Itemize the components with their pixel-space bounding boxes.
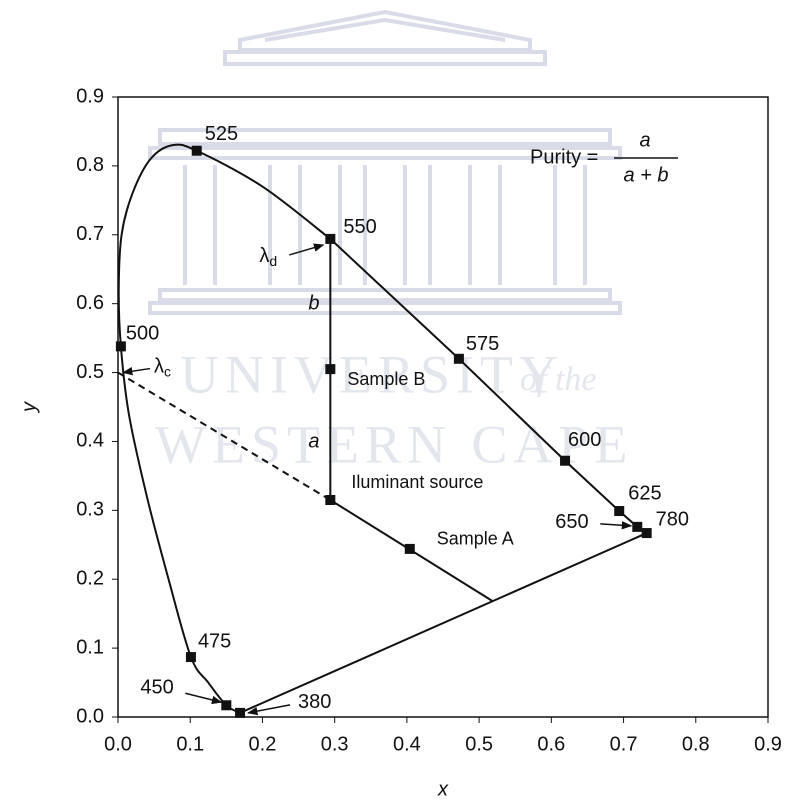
- point-marker: [454, 354, 464, 364]
- point-marker: [192, 146, 202, 156]
- point-marker: [235, 708, 245, 718]
- segment-label: b: [308, 292, 319, 314]
- y-tick-label: 0.6: [76, 292, 104, 314]
- point-marker: [614, 506, 624, 516]
- x-tick-label: 0.0: [104, 733, 132, 755]
- segment-label: a: [308, 430, 319, 452]
- x-tick-label: 0.1: [176, 733, 204, 755]
- x-tick-label: 0.7: [610, 733, 638, 755]
- lambda-d-symbol: λ: [259, 245, 269, 267]
- point-label: Sample B: [347, 369, 425, 389]
- x-tick-label: 0.6: [537, 733, 565, 755]
- x-tick-label: 0.3: [321, 733, 349, 755]
- point-marker: [186, 652, 196, 662]
- point-label: 600: [568, 429, 601, 451]
- point-label: 380: [298, 691, 331, 713]
- point-marker: [325, 234, 335, 244]
- point-marker: [325, 495, 335, 505]
- y-tick-label: 0.8: [76, 154, 104, 176]
- point-label: Iluminant source: [351, 472, 483, 492]
- y-tick-label: 0.4: [76, 430, 104, 452]
- point-marker: [642, 528, 652, 538]
- point-label: 575: [466, 333, 499, 355]
- formula-denominator: a + b: [623, 164, 668, 186]
- point-label: 525: [205, 123, 238, 145]
- formula-lhs: Purity =: [530, 146, 598, 168]
- point-marker: [405, 544, 415, 554]
- point-label: 450: [140, 677, 173, 699]
- point-label: 550: [343, 216, 376, 238]
- page: {"chart_data": { "type": "scatter", "xla…: [0, 0, 786, 805]
- arrow: [185, 693, 221, 702]
- point-label: 475: [198, 630, 231, 652]
- y-tick-label: 0.9: [76, 85, 104, 107]
- arrow: [123, 369, 150, 373]
- formula-numerator: a: [639, 129, 650, 151]
- arrow: [600, 524, 631, 526]
- x-tick-label: 0.9: [754, 733, 782, 755]
- lambda-c-sub: c: [164, 363, 171, 379]
- lambda-d-sub: d: [269, 253, 277, 269]
- y-tick-label: 0.7: [76, 223, 104, 245]
- point-label: 650: [555, 511, 588, 533]
- y-tick-label: 0.3: [76, 499, 104, 521]
- point-marker: [632, 522, 642, 532]
- x-tick-label: 0.4: [393, 733, 421, 755]
- x-axis-label: x: [437, 778, 449, 800]
- y-tick-label: 0.1: [76, 636, 104, 658]
- x-tick-label: 0.8: [682, 733, 710, 755]
- lambda-d: λd: [259, 245, 277, 268]
- arrow: [289, 245, 323, 255]
- point-marker: [116, 341, 126, 351]
- point-label: 780: [656, 508, 689, 530]
- y-tick-label: 0.5: [76, 361, 104, 383]
- lambda-c: λc: [154, 356, 171, 379]
- watermark-text: of the: [520, 361, 596, 398]
- point-label: 500: [126, 323, 159, 345]
- point-marker: [325, 364, 335, 374]
- point-marker: [221, 700, 231, 710]
- y-tick-label: 0.2: [76, 568, 104, 590]
- point-label: Sample A: [437, 529, 514, 549]
- y-axis-label: y: [18, 401, 40, 414]
- chart: UNIVERSITY of the WESTERN CAPE x y 0.00.…: [0, 0, 786, 805]
- point-marker: [560, 456, 570, 466]
- x-tick-label: 0.5: [465, 733, 493, 755]
- lambda-c-symbol: λ: [154, 356, 164, 378]
- point-label: 625: [628, 482, 661, 504]
- y-tick-label: 0.0: [76, 705, 104, 727]
- x-tick-label: 0.2: [249, 733, 277, 755]
